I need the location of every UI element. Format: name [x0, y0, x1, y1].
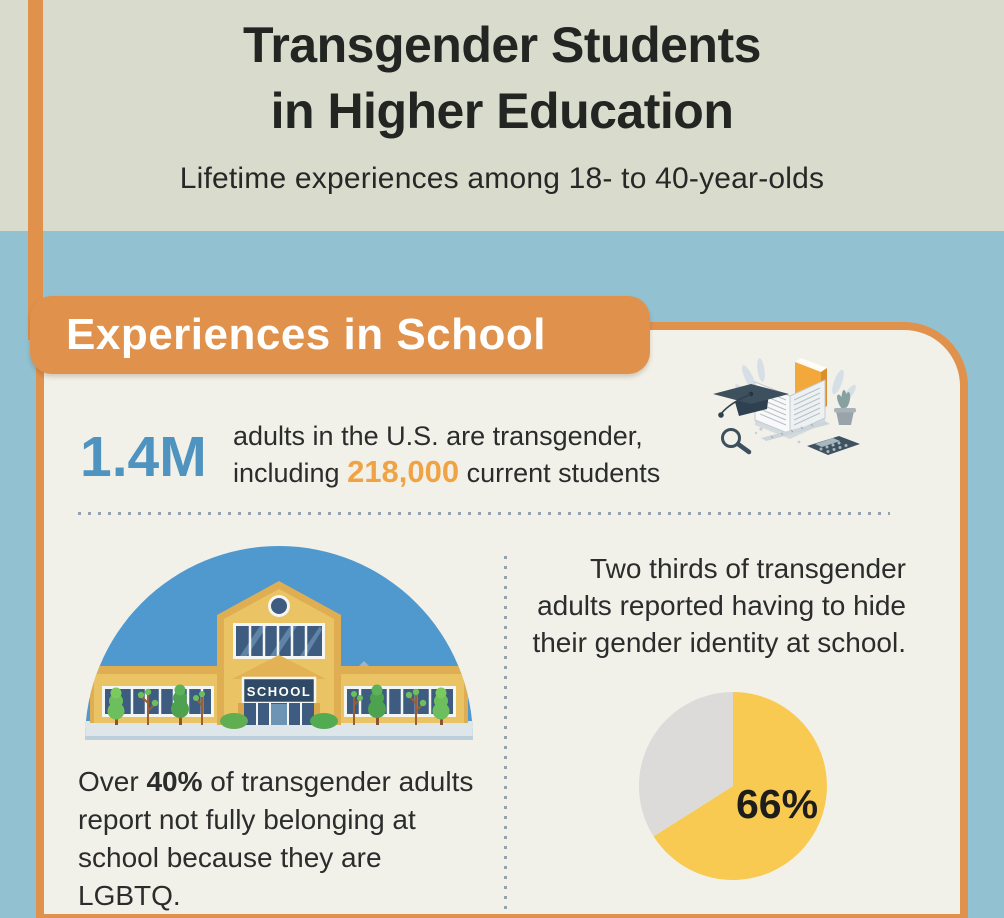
- stat-highlight-number: 218,000: [347, 454, 460, 489]
- calculator-icon: [807, 436, 860, 455]
- hide-identity-text: Two thirds of transgender adults reporte…: [532, 553, 906, 658]
- dotted-divider-vertical: [504, 556, 507, 916]
- pie-chart: [638, 691, 828, 886]
- accent-connector-line: [28, 0, 43, 340]
- section-banner-label: Experiences in School: [66, 310, 546, 359]
- page-subtitle: Lifetime experiences among 18- to 40-yea…: [179, 162, 825, 195]
- trees: [107, 684, 450, 729]
- plant-pot-icon: [834, 390, 856, 425]
- belonging-stat-text: Over 40% of transgender adults report no…: [78, 766, 474, 911]
- stat-line-2: including 218,000 current students: [233, 454, 661, 489]
- stat-line-1: adults in the U.S. are transgender,: [233, 421, 643, 451]
- dotted-divider-horizontal: [78, 512, 890, 515]
- study-desk-illustration: [697, 352, 872, 467]
- stat-big-number: 1.4M: [80, 425, 207, 489]
- pie-slice-remainder: [638, 692, 733, 837]
- graduation-cap-icon: [713, 384, 789, 418]
- header: Transgender Students in Higher Education…: [0, 0, 1004, 231]
- title-line-1: Transgender Students: [243, 17, 761, 73]
- magnifier-icon: [721, 428, 752, 455]
- belonging-stat-bold: 40%: [146, 766, 203, 797]
- school-illustration: SCHOOL: [84, 545, 474, 746]
- title-line-2: in Higher Education: [270, 83, 734, 139]
- pie-slice-main: [653, 692, 827, 880]
- specks-decoration-icon: [754, 427, 801, 444]
- stat-description: adults in the U.S. are transgender, incl…: [233, 419, 660, 491]
- pie-chart-label: 66%: [735, 781, 819, 827]
- school-sign: SCHOOL: [241, 676, 317, 705]
- section-banner: Experiences in School: [30, 296, 650, 374]
- school-sign-text: SCHOOL: [247, 684, 312, 699]
- ruler-icon: [761, 421, 830, 441]
- page-title: Transgender Students in Higher Education: [0, 0, 1004, 144]
